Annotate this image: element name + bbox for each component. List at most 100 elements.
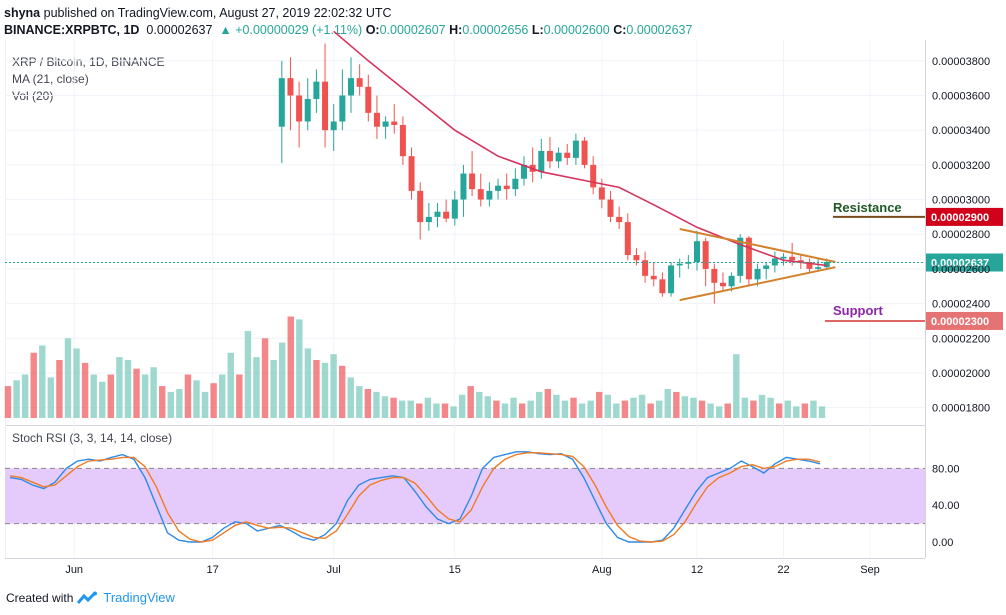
volume-bar — [347, 377, 354, 418]
volume-bar — [570, 397, 577, 418]
volume-bar — [278, 342, 286, 418]
time-tick-label: Sep — [860, 564, 880, 576]
volume-bar — [47, 377, 55, 418]
author[interactable]: shyna — [4, 6, 41, 20]
candle-body — [555, 152, 562, 162]
volume-bar — [39, 345, 46, 418]
last-price-tag-label: 0.00002637 — [931, 258, 989, 270]
volume-bar — [698, 400, 706, 418]
volume-bar — [784, 400, 791, 418]
open-label: O: — [365, 23, 380, 37]
tradingview-brand[interactable]: TradingView — [103, 590, 175, 605]
volume-bar — [373, 391, 380, 418]
volume-bar — [64, 338, 72, 418]
volume-bar — [159, 386, 166, 418]
support-label: Support — [833, 303, 883, 318]
volume-bar — [578, 403, 586, 418]
candle-body — [598, 187, 605, 200]
volume-bar — [715, 406, 723, 418]
candle-body — [373, 112, 380, 127]
candle-body — [339, 95, 346, 122]
rsi-k-line — [9, 451, 821, 543]
ohlc-line: BINANCE:XRPBTC, 1D 0.00002637 ▲ +0.00000… — [4, 22, 692, 39]
volume-bar — [450, 406, 457, 418]
volume-bar — [236, 374, 243, 418]
volume-bar — [536, 391, 543, 418]
volume-bar — [210, 383, 217, 418]
volume-bar — [561, 400, 569, 418]
volume-bar — [176, 389, 183, 418]
candle-body — [287, 78, 294, 96]
volume-bar — [501, 403, 509, 418]
candle-body — [322, 81, 329, 131]
volume-bar — [664, 389, 671, 418]
volume-bar — [673, 391, 680, 418]
lower-trendline — [679, 266, 836, 302]
price-tick-label: 0.00003000 — [932, 195, 990, 207]
volume-bar — [493, 400, 500, 418]
time-axis-border — [5, 558, 925, 559]
volume-bar — [381, 396, 389, 418]
volume-bar — [458, 394, 466, 418]
low-value: 0.00002600 — [543, 23, 610, 37]
candle-body — [443, 211, 450, 219]
resistance-label: Resistance — [833, 200, 902, 215]
volume-bar — [287, 316, 294, 418]
volume-bar — [647, 403, 654, 418]
rsi-tick-label: 0.00 — [932, 537, 953, 549]
candle-body — [780, 256, 787, 259]
volume-bar — [13, 380, 20, 418]
volume-bar — [518, 403, 526, 418]
volume-bar — [116, 357, 123, 418]
legend-ma[interactable]: MA (21, close) — [12, 72, 89, 86]
volume-bar — [30, 352, 37, 418]
volume-bar — [416, 403, 423, 418]
candles — [278, 43, 830, 304]
candle-body — [624, 222, 631, 256]
volume-bar — [227, 352, 234, 418]
last-price-tag — [926, 253, 1003, 272]
stoch-rsi-pane — [5, 451, 925, 543]
candle-body — [763, 265, 770, 269]
symbol: BINANCE:XRPBTC, 1D — [4, 23, 140, 37]
candle-body — [789, 256, 796, 261]
volume-bar — [219, 374, 226, 418]
candle-body — [313, 81, 320, 99]
candle-body — [728, 275, 735, 287]
time-tick-label: Jul — [327, 564, 341, 576]
volume-bar — [733, 354, 740, 418]
stoch-rsi-label[interactable]: Stoch RSI (3, 3, 14, 14, close) — [12, 431, 172, 445]
volume-bar — [167, 391, 174, 418]
time-tick-label: 17 — [206, 564, 218, 576]
axes: 0.00003800 0.00003600 0.00003400 0.00003200… — [65, 56, 990, 576]
candle-body — [737, 237, 744, 276]
chart-header: shyna published on TradingView.com, Augu… — [4, 5, 692, 39]
close-value: 0.00002637 — [626, 23, 693, 37]
volume-bar — [741, 397, 749, 418]
candle-body — [521, 164, 527, 179]
left-border — [5, 40, 6, 558]
volume-bar — [604, 394, 611, 418]
volume-bar — [793, 406, 800, 418]
volume-bar — [476, 391, 483, 418]
high-label: H: — [449, 23, 463, 37]
candle-body — [348, 78, 354, 96]
volume-bar — [681, 396, 689, 418]
pane-divider — [5, 425, 925, 426]
volume-bar — [775, 403, 783, 418]
volume-bar — [527, 400, 534, 418]
volume-bar — [690, 397, 697, 418]
price-tick-label: 0.00003400 — [932, 125, 990, 137]
candle-body — [469, 173, 476, 190]
legend-title: XRP / Bitcoin, 1D, BINANCE — [12, 55, 165, 69]
candle-body — [538, 150, 545, 172]
upper-trendline — [679, 228, 836, 263]
ma-21-line — [333, 30, 827, 267]
price-axis-border — [925, 40, 926, 558]
created-with: Created with — [6, 590, 74, 605]
volume-bar — [724, 403, 731, 418]
legend-vol[interactable]: Vol (20) — [12, 89, 54, 103]
volume-bar — [621, 400, 629, 418]
rsi-tick-label: 80.00 — [932, 463, 960, 475]
